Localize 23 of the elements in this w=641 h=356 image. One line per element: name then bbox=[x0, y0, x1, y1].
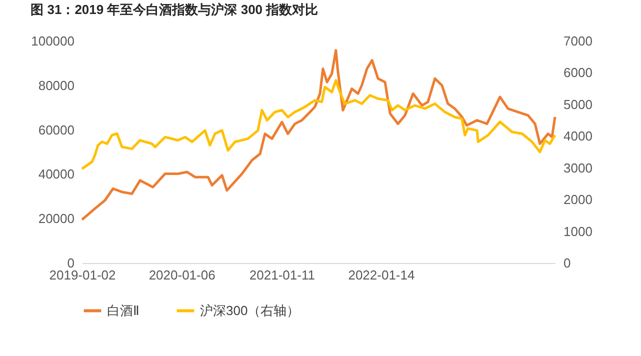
y2-tick-label: 7000 bbox=[564, 34, 592, 48]
x-tick-label: 2022-01-14 bbox=[348, 268, 415, 282]
y2-tick-label: 4000 bbox=[564, 128, 592, 144]
y2-tick-label: 6000 bbox=[564, 65, 592, 80]
y2-tick-label: 5000 bbox=[564, 96, 592, 112]
chart-title: 图 31：2019 年至今白酒指数与沪深 300 指数对比 bbox=[30, 2, 318, 17]
legend-label: 白酒Ⅱ bbox=[107, 302, 140, 318]
line-series bbox=[80, 79, 556, 170]
y-tick-label: 100000 bbox=[31, 34, 74, 48]
y2-tick-label: 3000 bbox=[564, 160, 592, 176]
line-series bbox=[80, 49, 556, 221]
x-tick-label: 2021-01-11 bbox=[249, 268, 315, 282]
x-tick-label: 2019-01-02 bbox=[49, 268, 116, 282]
y2-tick-label: 2000 bbox=[564, 192, 592, 208]
y-tick-label: 80000 bbox=[38, 78, 74, 93]
x-tick-label: 2020-01-06 bbox=[148, 268, 216, 282]
y2-tick-label: 1000 bbox=[564, 224, 592, 239]
y2-tick-label: 0 bbox=[564, 256, 571, 270]
y-tick-label: 20000 bbox=[38, 211, 74, 226]
y-tick-label: 40000 bbox=[38, 166, 74, 182]
y-tick-label: 0 bbox=[67, 256, 74, 270]
legend-label: 沪深300（右轴） bbox=[200, 302, 300, 318]
y-tick-label: 60000 bbox=[38, 122, 74, 138]
